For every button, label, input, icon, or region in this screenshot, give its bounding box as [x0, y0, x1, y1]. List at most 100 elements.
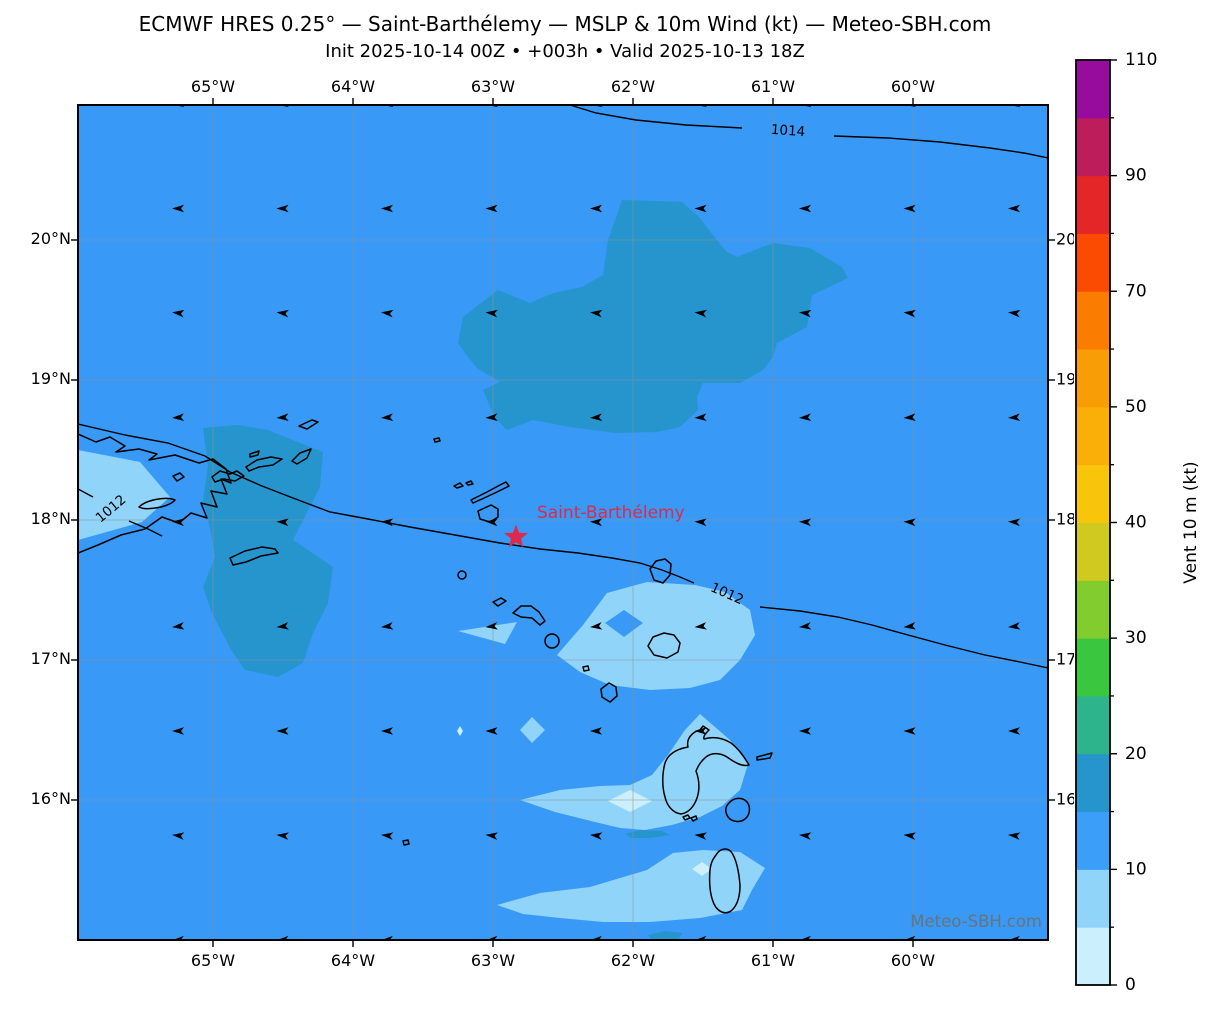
island-st-martin	[477, 504, 499, 523]
wind-arrow	[694, 832, 707, 840]
island-puerto-rico	[78, 433, 232, 554]
lat-tick-label-right: 19°N	[1056, 370, 1096, 389]
colorbar-segment	[1076, 522, 1110, 581]
island-les-saintes	[682, 814, 698, 822]
island-antigua	[647, 632, 681, 659]
lon-tick-label: 61°W	[750, 77, 796, 96]
wind-arrow	[694, 622, 707, 630]
right-lat-labels: 20°N 19°N 18°N 17°N 16°N	[1056, 230, 1096, 809]
mslp-contour-line	[78, 423, 695, 584]
lat-tick-label: 18°N	[30, 509, 71, 528]
colorbar-segment	[1076, 580, 1110, 639]
colorbar-segment	[1076, 233, 1110, 292]
wind-arrow	[276, 727, 289, 735]
wind-arrow	[276, 622, 289, 630]
wind-band-15-20	[203, 425, 333, 677]
colorbar-tick-label: 40	[1125, 513, 1147, 533]
wind-arrow	[590, 204, 602, 213]
colorbar-tick-label: 110	[1125, 50, 1157, 70]
lat-tick-label-right: 20°N	[1056, 230, 1096, 249]
colorbar-segment	[1076, 869, 1110, 928]
lat-tick-label-right: 17°N	[1056, 650, 1096, 669]
island-tortola	[245, 456, 283, 472]
wind-arrow	[903, 204, 916, 213]
wind-arrow	[485, 413, 498, 421]
colorbar-segment	[1076, 927, 1110, 986]
station-star-marker	[504, 524, 528, 548]
wind-arrow	[903, 727, 916, 735]
wind-arrow	[1008, 727, 1020, 735]
wind-arrow	[1008, 518, 1021, 527]
island-st-kitts	[512, 605, 546, 626]
wind-arrow	[276, 518, 289, 527]
lon-tick-label: 62°W	[610, 951, 656, 970]
wind-arrow	[590, 518, 603, 527]
colorbar-segment	[1076, 291, 1110, 350]
wind-arrow	[381, 727, 393, 735]
wind-arrow	[381, 832, 394, 840]
island-marie-galante	[725, 797, 751, 823]
wind-arrow	[1008, 622, 1021, 630]
wind-arrow	[799, 413, 812, 421]
wind-arrow	[485, 309, 498, 318]
island-virgin-gorda	[291, 448, 312, 465]
colorbar-segment	[1076, 695, 1110, 755]
lon-tick-label: 65°W	[190, 77, 236, 96]
wind-band-0-5	[608, 790, 652, 812]
wind-arrow	[276, 413, 289, 421]
lon-tick-label: 60°W	[890, 77, 936, 96]
lon-tick-label: 65°W	[190, 951, 236, 970]
wind-arrow	[1008, 204, 1020, 213]
colorbar-tick-label: 30	[1125, 628, 1147, 648]
island-vieques	[138, 497, 176, 510]
lon-tick-label: 63°W	[470, 77, 516, 96]
lat-tick-label: 16°N	[30, 789, 71, 808]
island-ne-islet	[298, 419, 319, 430]
wind-arrow	[381, 622, 394, 630]
wind-arrow	[381, 204, 393, 213]
colorbar-segment	[1076, 464, 1110, 523]
mslp-contour-line	[569, 105, 743, 129]
wind-arrow	[799, 518, 812, 527]
island-barbuda	[649, 558, 672, 584]
island-nevis	[544, 633, 560, 649]
island-st-thomas-st-john	[211, 470, 245, 483]
lat-tick-label-right: 18°N	[1056, 510, 1096, 529]
colorbar-segment	[1076, 406, 1110, 466]
island-st-eustatius	[492, 597, 507, 607]
wind-arrow	[276, 309, 289, 318]
wind-band-10-15	[605, 610, 643, 637]
mslp-contour-label: 1014	[770, 122, 805, 140]
wind-arrow	[172, 727, 184, 735]
island-culebra	[172, 472, 185, 482]
wind-arrow	[694, 204, 707, 213]
wind-arrow	[903, 622, 916, 630]
colorbar-tick-label: 50	[1125, 397, 1147, 417]
wind-arrow	[381, 518, 394, 527]
wind-arrow	[799, 727, 811, 735]
wind-arrow	[694, 413, 707, 421]
lon-tick-label: 64°W	[330, 77, 376, 96]
wind-band-0-5	[457, 726, 463, 736]
wind-arrow	[381, 309, 394, 318]
colorbar-tick-label: 10	[1125, 859, 1147, 879]
island-saba	[457, 570, 467, 580]
wind-arrow	[903, 413, 916, 421]
wind-band-15-20	[625, 830, 670, 838]
colorbar-segment	[1076, 638, 1110, 697]
wind-band-5-10	[78, 450, 170, 540]
wind-arrow	[485, 518, 498, 527]
wind-arrow	[276, 832, 289, 840]
colorbar-axis-label: Vent 10 m (kt)	[1181, 461, 1201, 583]
colorbar-segment	[1076, 753, 1110, 813]
page-title: ECMWF HRES 0.25° — Saint-Barthélemy — MS…	[138, 12, 992, 36]
wind-band-5-10	[458, 622, 517, 644]
mslp-contour-line	[759, 606, 1048, 669]
island-st-croix	[229, 546, 279, 566]
island-dominica	[708, 848, 741, 914]
lon-tick-label: 60°W	[890, 951, 936, 970]
watermark-label: Meteo-SBH.com	[910, 912, 1042, 931]
wind-arrow	[1008, 832, 1021, 840]
wind-band-5-10	[520, 717, 545, 743]
lon-tick-label: 64°W	[330, 951, 376, 970]
